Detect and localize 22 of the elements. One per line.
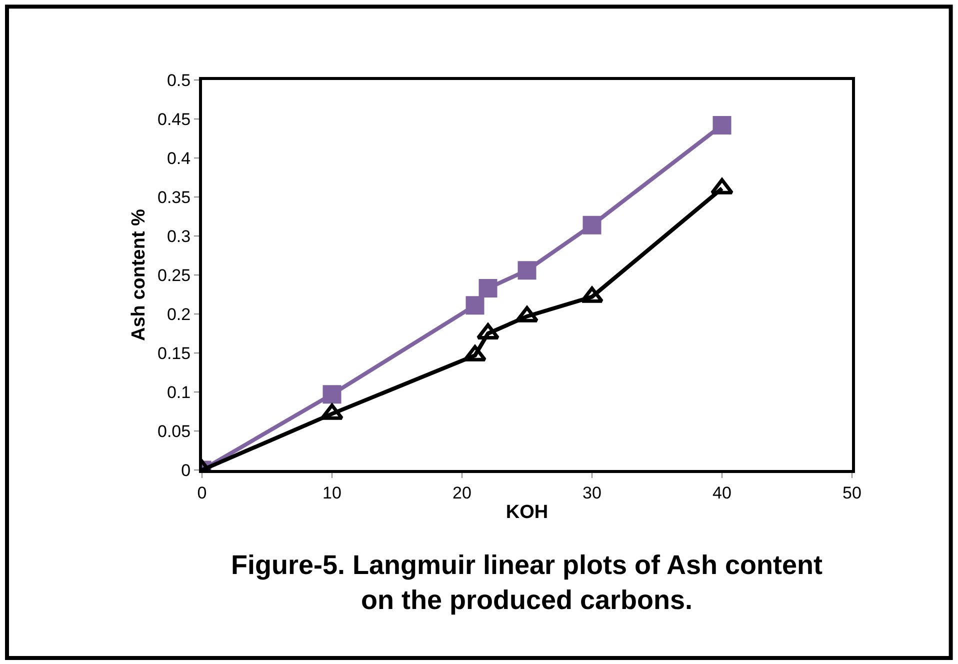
y-tick-label: 0.25	[158, 266, 191, 285]
x-tick-label: 10	[322, 483, 342, 502]
y-tick-label: 0.1	[166, 382, 191, 402]
y-tick-label: 0.5	[166, 70, 191, 90]
x-tick-label: 0	[197, 483, 207, 502]
y-tick-label: 0	[181, 460, 191, 480]
y-tick-label: 0.3	[166, 226, 191, 246]
x-tick-label: 30	[582, 483, 602, 502]
y-axis-title: Ash content %	[128, 208, 150, 341]
x-tick-label: 40	[712, 483, 732, 502]
y-tick-label: 0.2	[166, 304, 191, 324]
y-tick-label: 0.05	[158, 422, 191, 441]
y-tick-label: 0.4	[166, 148, 191, 168]
text: Figure-5. Langmuir linear plots of Ash content on the produced carbons.	[231, 550, 823, 616]
point	[712, 116, 732, 134]
y-tick-label: 0.35	[158, 188, 191, 207]
point	[582, 216, 602, 234]
y-tick-label: 0.45	[158, 110, 191, 129]
x-tick-label: 50	[842, 483, 862, 502]
y-tick-label: 0.15	[158, 344, 191, 363]
x-axis-title: KOH	[506, 502, 548, 524]
x-tick-label: 20	[452, 483, 472, 502]
